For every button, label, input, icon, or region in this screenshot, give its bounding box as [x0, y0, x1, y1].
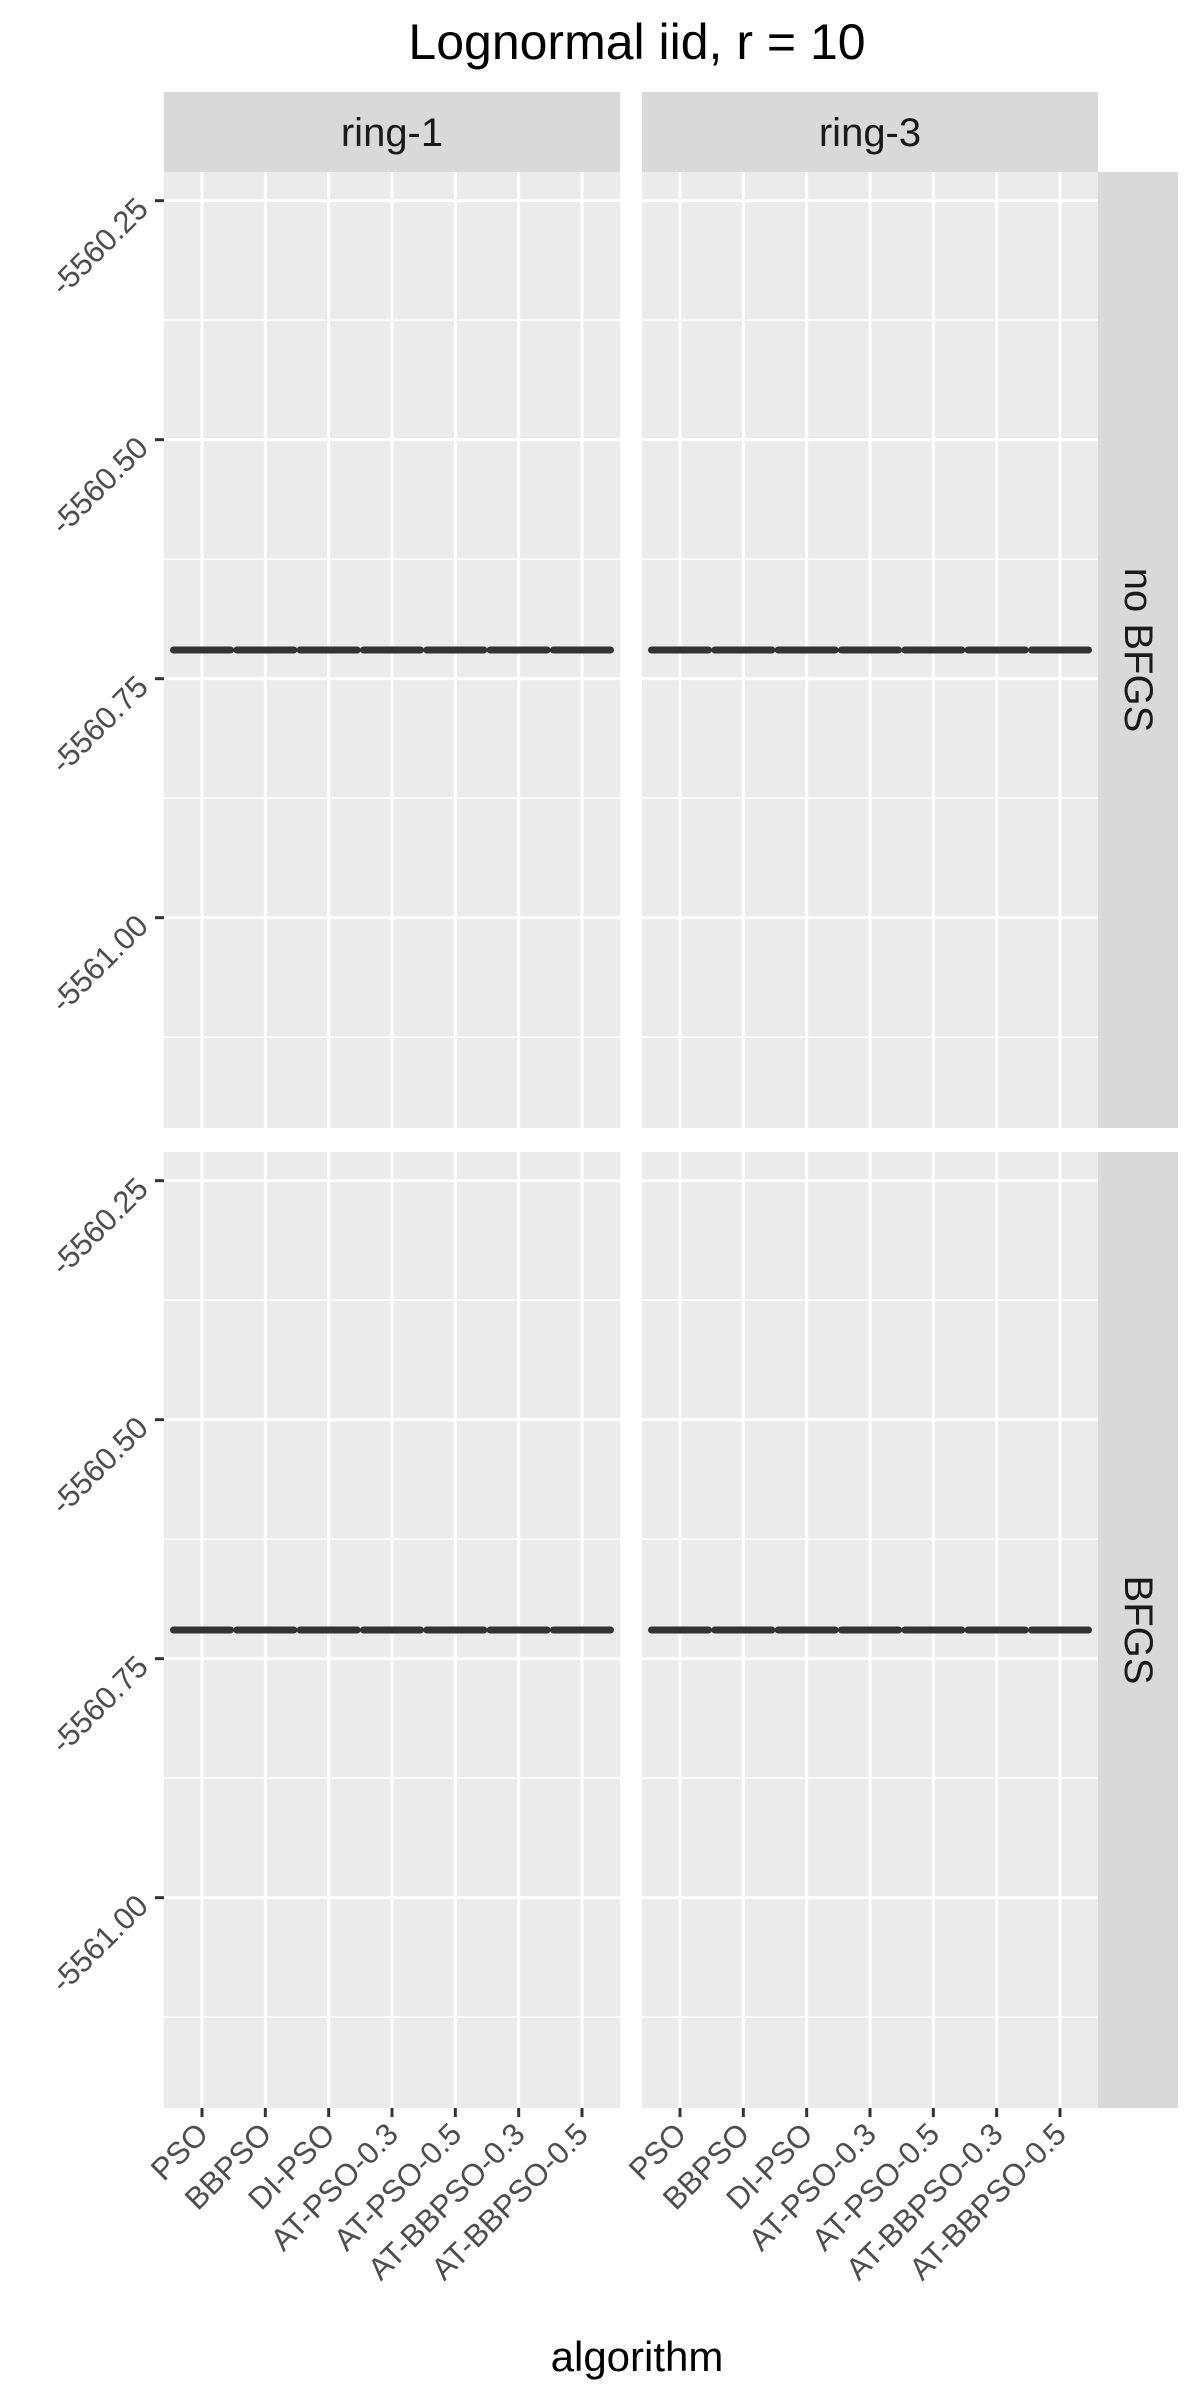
panel-ring-3-bfgs: [642, 1152, 1098, 2108]
y-tick-label: -5560.25: [44, 191, 155, 302]
facet-strip-bfgs: [1098, 1152, 1178, 2108]
panel-ring-1-bfgs: [164, 1152, 620, 2108]
facet-strip-label: ring-3: [819, 111, 921, 155]
y-tick-label: -5560.25: [44, 1171, 155, 1282]
y-tick-label: -5561.00: [44, 908, 155, 1019]
facet-strip-ring-3: [642, 92, 1098, 172]
y-tick-label: -5560.75: [44, 1649, 155, 1760]
y-tick-label: -5561.00: [44, 1888, 155, 1999]
facet-strip-label: no BFGS: [1116, 568, 1160, 733]
chart-body: ring-1 ring-3 no BFGS BFGS -5560.25 -5560.50 -…: [44, 92, 1178, 2287]
panel-ring-3-no-bfgs: [642, 172, 1098, 1128]
facet-strip-no-bfgs: [1098, 172, 1178, 1128]
panel-ring-1-no-bfgs: [164, 172, 620, 1128]
x-axis-label: algorithm: [551, 2333, 724, 2380]
facet-strip-label: ring-1: [341, 111, 443, 155]
facet-strip-ring-1: [164, 92, 620, 172]
y-tick-label: -5560.50: [44, 1410, 155, 1521]
chart-title: Lognormal iid, r = 10: [408, 14, 865, 70]
facet-strip-label: BFGS: [1116, 1576, 1160, 1685]
y-tick-label: -5560.50: [44, 430, 155, 541]
y-tick-label: -5560.75: [44, 669, 155, 780]
